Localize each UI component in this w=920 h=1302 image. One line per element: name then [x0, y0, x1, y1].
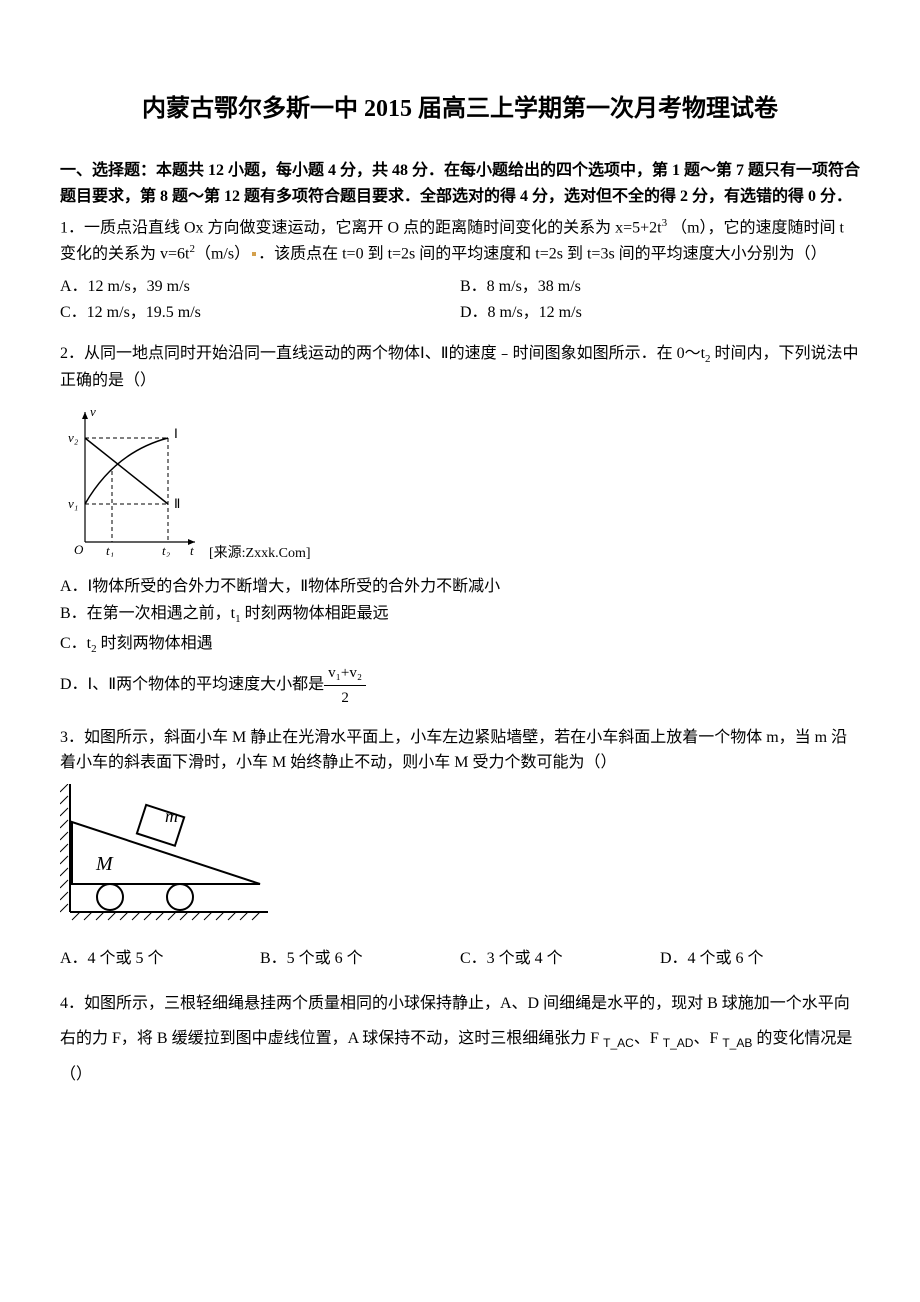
- q2-options: A．Ⅰ物体所受的合外力不断增大，Ⅱ物体所受的合外力不断减小 B．在第一次相遇之前…: [60, 574, 860, 710]
- q2-optB-part1: B．在第一次相遇之前，t: [60, 605, 235, 622]
- q3-text: 3．如图所示，斜面小车 M 静止在光滑水平面上，小车左边紧贴墙壁，若在小车斜面上…: [60, 725, 860, 776]
- q2-optA: A．Ⅰ物体所受的合外力不断增大，Ⅱ物体所受的合外力不断减小: [60, 574, 860, 600]
- q1-text-part4: ．该质点在 t=0 到 t=2s 间的平均速度和 t=2s 到 t=3s 间的平…: [258, 245, 827, 262]
- q2-source-note: [来源:Zxxk.Com]: [209, 546, 311, 561]
- q1-text-part3: （m/s）: [195, 245, 250, 262]
- q1-sup1: 3: [662, 217, 668, 229]
- q2-text-part1: 2．从同一地点同时开始沿同一直线运动的两个物体Ⅰ、Ⅱ的速度﹣时间图象如图所示．在…: [60, 345, 705, 362]
- q2-optD-prefix: D．Ⅰ、Ⅱ两个物体的平均速度大小都是: [60, 676, 324, 693]
- q1-optB: B．8 m/s，38 m/s: [460, 274, 860, 300]
- q1-text-part1: 1．一质点沿直线 Ox 方向做变速运动，它离开 O 点的距离随时间变化的关系为 …: [60, 219, 662, 236]
- q1-options: A．12 m/s，39 m/s B．8 m/s，38 m/s C．12 m/s，…: [60, 274, 860, 325]
- q2-optC: C．t2 时刻两物体相遇: [60, 631, 860, 659]
- q2-optB: B．在第一次相遇之前，t1 时刻两物体相距最远: [60, 601, 860, 629]
- svg-text:t: t: [190, 543, 194, 557]
- incline-diagram: m M: [60, 784, 270, 929]
- q4-sub3: T_AB: [722, 1030, 752, 1056]
- q2-optB-part2: 时刻两物体相距最远: [241, 605, 389, 622]
- page-title: 内蒙古鄂尔多斯一中 2015 届高三上学期第一次月考物理试卷: [60, 90, 860, 128]
- svg-text:v₂: v₂: [68, 430, 79, 445]
- question-1: 1．一质点沿直线 Ox 方向做变速运动，它离开 O 点的距离随时间变化的关系为 …: [60, 215, 860, 326]
- svg-text:t₁: t₁: [106, 543, 114, 557]
- question-2: 2．从同一地点同时开始沿同一直线运动的两个物体Ⅰ、Ⅱ的速度﹣时间图象如图所示．在…: [60, 341, 860, 710]
- q4-text-part2: 、F: [634, 1030, 659, 1047]
- q2-optC-part2: 时刻两物体相遇: [97, 635, 213, 652]
- q4-sub1: T_AC: [603, 1030, 634, 1056]
- q1-optA: A．12 m/s，39 m/s: [60, 274, 460, 300]
- svg-text:v: v: [90, 404, 96, 419]
- q4-sub2: T_AD: [663, 1030, 694, 1056]
- svg-text:t₂: t₂: [162, 543, 171, 557]
- section-header: 一、选择题：本题共 12 小题，每小题 4 分，共 48 分．在每小题给出的四个…: [60, 158, 860, 209]
- q2-optD-num: v₁+v₂: [324, 661, 366, 686]
- question-3: 3．如图所示，斜面小车 M 静止在光滑水平面上，小车左边紧贴墙壁，若在小车斜面上…: [60, 725, 860, 971]
- q4-text-part3: 、F: [693, 1030, 718, 1047]
- q3-optC: C．3 个或 4 个: [460, 946, 660, 972]
- q2-figure: v₂ v₁ t₁ t₂ O v t Ⅰ Ⅱ [来源:Zxxk.Com]: [60, 402, 860, 566]
- q1-optD: D．8 m/s，12 m/s: [460, 300, 860, 326]
- svg-text:O: O: [74, 542, 84, 557]
- q2-optD: D．Ⅰ、Ⅱ两个物体的平均速度大小都是v₁+v₂2: [60, 661, 860, 710]
- svg-text:v₁: v₁: [68, 496, 78, 511]
- svg-text:M: M: [95, 853, 114, 875]
- q3-optD: D．4 个或 6 个: [660, 946, 860, 972]
- q2-optC-part1: C．t: [60, 635, 91, 652]
- velocity-time-graph: v₂ v₁ t₁ t₂ O v t Ⅰ Ⅱ: [60, 402, 205, 557]
- q2-optD-den: 2: [324, 686, 366, 710]
- q1-text: 1．一质点沿直线 Ox 方向做变速运动，它离开 O 点的距离随时间变化的关系为 …: [60, 215, 860, 267]
- marker-dot: [252, 252, 256, 256]
- question-4: 4．如图所示，三根轻细绳悬挂两个质量相同的小球保持静止，A、D 间细绳是水平的，…: [60, 986, 860, 1092]
- q3-options: A．4 个或 5 个 B．5 个或 6 个 C．3 个或 4 个 D．4 个或 …: [60, 946, 860, 972]
- svg-text:m: m: [165, 806, 178, 826]
- q3-optA: A．4 个或 5 个: [60, 946, 260, 972]
- q4-text: 4．如图所示，三根轻细绳悬挂两个质量相同的小球保持静止，A、D 间细绳是水平的，…: [60, 986, 860, 1092]
- q2-optD-fraction: v₁+v₂2: [324, 661, 366, 710]
- q3-figure: m M: [60, 784, 860, 938]
- q3-optB: B．5 个或 6 个: [260, 946, 460, 972]
- svg-text:Ⅱ: Ⅱ: [174, 496, 180, 511]
- q2-text: 2．从同一地点同时开始沿同一直线运动的两个物体Ⅰ、Ⅱ的速度﹣时间图象如图所示．在…: [60, 341, 860, 394]
- q1-optC: C．12 m/s，19.5 m/s: [60, 300, 460, 326]
- svg-text:Ⅰ: Ⅰ: [174, 426, 178, 441]
